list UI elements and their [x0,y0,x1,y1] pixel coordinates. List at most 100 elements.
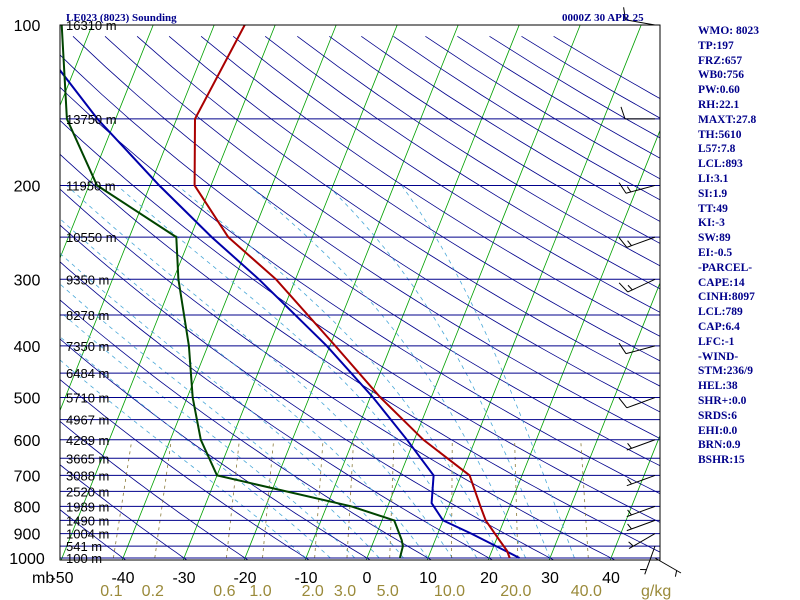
temperature-tick-label: -50 [50,570,73,587]
stability-index-item: TT:49 [698,202,728,215]
height-label: 1004 m [66,527,109,542]
mixing-ratio-line [514,439,519,559]
wind-barb [618,236,656,248]
dry-adiabat-line [168,35,660,362]
temperature-tick-label: 10 [419,570,437,587]
moist-adiabat-line [60,311,356,559]
stability-index-item: BSHR:15 [698,454,745,467]
moist-adiabat-line [116,185,478,559]
temperature-tick-label: -40 [111,570,134,587]
isotherm-line [0,25,31,569]
temperature-tick-label: -20 [233,570,256,587]
station-title: LE023 (8023) Sounding [66,12,177,24]
dry-adiabat-line [232,35,660,313]
temperature-tick-label: -30 [172,570,195,587]
mixing-ratio-lines [112,439,589,559]
wind-barb [618,342,656,355]
pressure-label: 900 [14,527,41,544]
wind-barb [626,439,656,451]
dry-adiabat-line [60,224,555,560]
stability-index-item: BRN:0.9 [698,439,741,452]
stability-index-item: EI:-0.5 [698,246,733,259]
mixing-ratio-label: 3.0 [334,583,356,600]
temperature-profile-line [193,25,511,559]
temperature-tick-label: 0 [363,570,372,587]
wind-barb [628,533,656,550]
pressure-label: 1000 [9,551,45,568]
mixing-ratio-label: 0.6 [213,583,235,600]
isotherm-line [243,25,459,560]
stability-index-item: HEL:38 [698,380,738,393]
height-label: 11950 m [66,178,116,193]
temperature-tick-label: 30 [541,570,559,587]
mixing-ratio-label: 10.0 [434,583,465,600]
wind-barb [618,397,656,409]
wind-barb [620,106,655,120]
isotherm-line [60,25,215,412]
stability-index-item: SI:1.9 [698,187,728,200]
mixing-ratio-line [154,439,172,559]
pressure-label: 800 [14,499,41,516]
dry-adiabat-line [60,261,494,560]
pressure-label: 100 [14,18,41,35]
dry-adiabat-line [60,509,127,560]
dry-adiabat-line [72,36,660,439]
height-label: 3088 m [66,468,109,483]
stability-index-item: -PARCEL- [698,261,753,274]
isotherm-line [548,281,660,560]
wind-barb [626,505,656,518]
valid-time: 0000Z 30 APR 25 [562,12,644,24]
height-label: 1989 m [66,499,109,514]
moist-adiabat-line [60,218,429,559]
isotherm-line [121,25,337,560]
isotherm-line [182,25,398,560]
height-label: 2520 m [66,484,109,499]
stability-index-item: SRDS:6 [698,409,737,422]
height-label: 3665 m [66,451,109,466]
moist-adiabat-line [60,336,331,559]
stability-index-item: KI:-3 [698,217,725,230]
isobar-lines [60,25,660,559]
dry-adiabat-line [60,153,660,553]
isotherm-line [609,434,660,560]
isotherm-line [365,25,581,560]
height-label: 10550 m [66,230,117,245]
height-label: 6484 m [66,366,109,381]
dry-adiabat-lines [60,35,660,560]
mixing-ratio-label: 2.0 [302,583,324,600]
height-label: 541 m [66,539,102,554]
isotherm-line [426,25,642,560]
pressure-label: 400 [14,339,41,356]
mixing-ratio-unit-label: g/kg [641,583,671,600]
moist-adiabat-line [60,252,404,559]
mixing-ratio-label: 1.0 [249,583,271,600]
mixing-ratio-label: 40.0 [571,583,602,600]
mixing-ratio-line [451,439,453,559]
stability-index-item: LFC:-1 [698,335,735,348]
wind-barb [618,278,656,293]
dry-adiabat-line [136,35,660,387]
dewpoint-profile-line [60,25,404,559]
pressure-label: 300 [14,272,41,289]
dry-adiabat-line [264,35,660,290]
parcel-trace-line [60,68,520,559]
dry-adiabat-line [60,464,188,560]
pressure-label: 500 [14,391,41,408]
dry-adiabat-line [60,119,660,523]
dry-adiabat-line [60,420,249,560]
wind-barb [626,474,656,487]
stability-index-item: CAPE:14 [698,276,745,289]
stability-index-item: PW:0.60 [698,84,740,97]
moist-adiabat-line [60,283,380,559]
stability-indices-panel: WMO: 8023 TP:197 FRZ:657 WB0:756 PW:0.60 RH:2… [698,24,798,468]
wind-barb [626,519,656,532]
stability-index-item: EHI:0.0 [698,424,738,437]
height-label: 100 m [66,551,102,566]
moist-adiabat-line [60,359,307,559]
height-label: 5710 m [66,391,109,406]
height-label: 4289 m [66,433,109,448]
stability-index-item: RH:22.1 [698,98,740,111]
pressure-label: 700 [14,468,41,485]
